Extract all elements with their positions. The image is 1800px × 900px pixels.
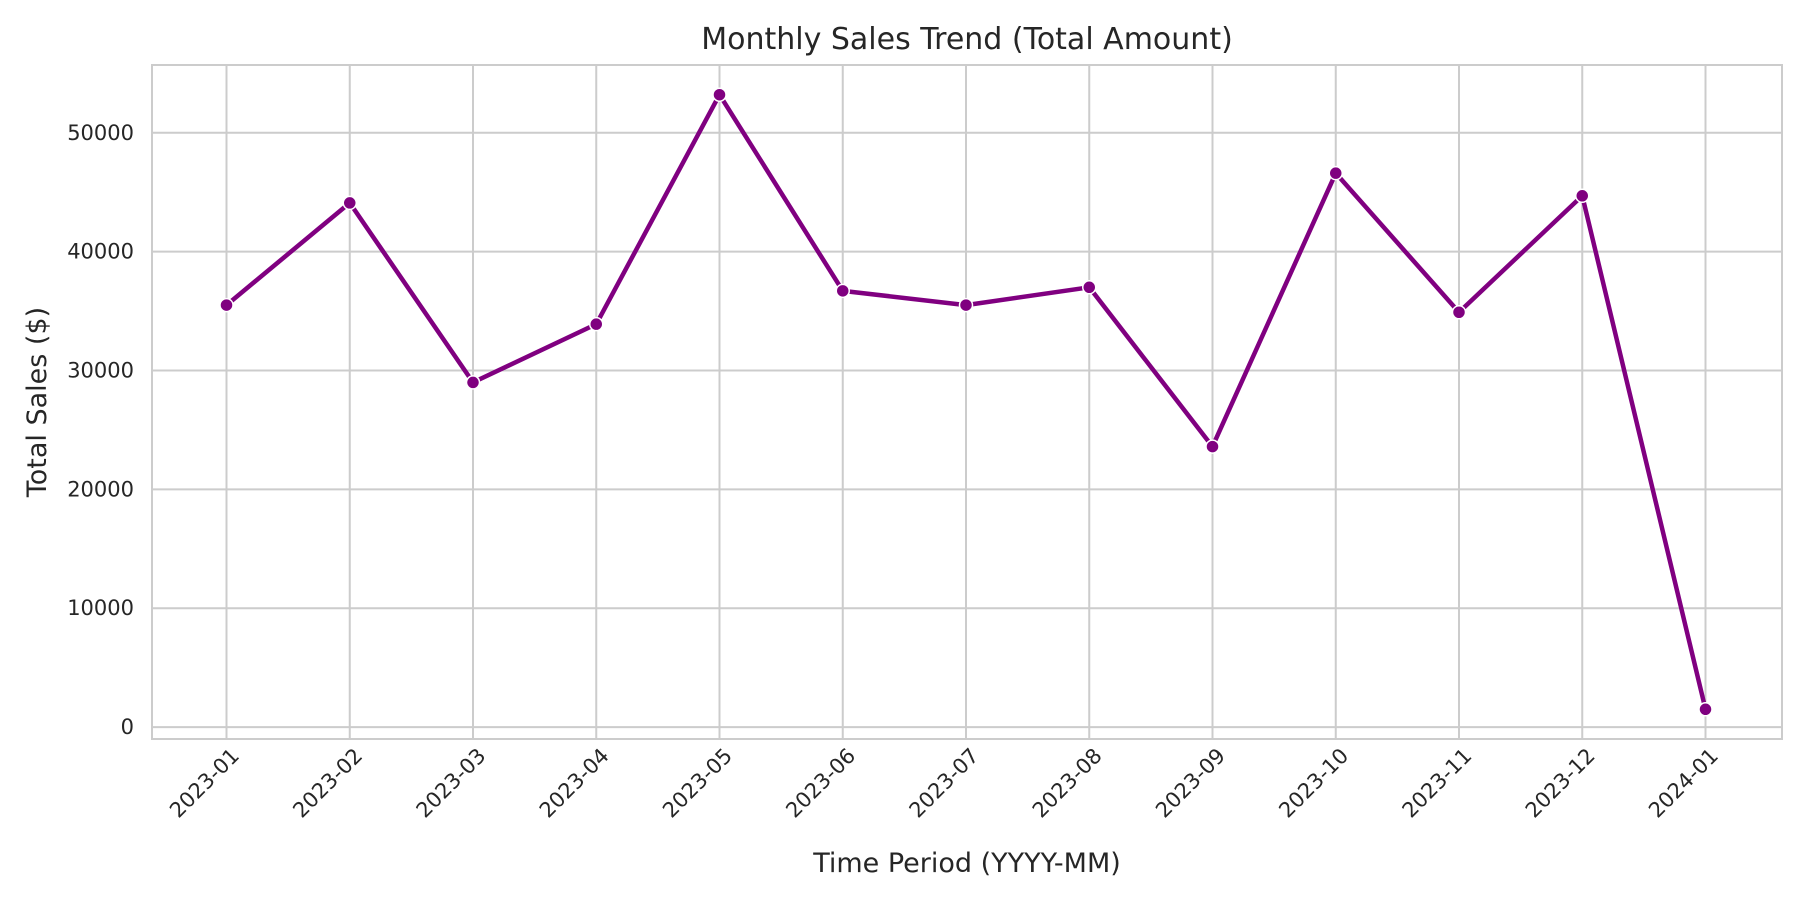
y-tick-label: 20000	[67, 477, 134, 501]
chart-title: Monthly Sales Trend (Total Amount)	[701, 22, 1233, 57]
data-point-2023-10	[1328, 165, 1343, 181]
y-tick-label: 50000	[67, 121, 134, 145]
data-point-2023-05	[712, 87, 727, 102]
data-point-2023-02	[342, 195, 357, 211]
y-axis-title: Total Sales ($)	[22, 307, 53, 498]
data-point-2023-03	[465, 375, 481, 390]
data-point-2023-07	[958, 297, 974, 313]
y-tick-labels: 0 10000 20000 30000 40000 50000	[67, 121, 134, 739]
data-point-2023-08	[1082, 280, 1097, 295]
y-tick-label: 0	[121, 715, 134, 739]
y-tick-label: 10000	[67, 596, 134, 620]
data-point-2024-01	[1698, 702, 1713, 717]
plot-frame	[151, 64, 1783, 740]
x-axis-title: Time Period (YYYY-MM)	[812, 848, 1121, 879]
data-point-2023-11	[1451, 305, 1467, 320]
data-point-2023-04	[589, 316, 604, 332]
y-tick-label: 40000	[67, 240, 134, 264]
grid-lines	[152, 65, 1782, 739]
data-point-2023-12	[1575, 188, 1590, 204]
series-layer	[219, 87, 1713, 717]
data-point-2023-09	[1205, 439, 1220, 454]
data-point-2023-01	[219, 297, 234, 313]
y-tick-label: 30000	[67, 358, 134, 382]
data-point-2023-06	[835, 283, 850, 299]
